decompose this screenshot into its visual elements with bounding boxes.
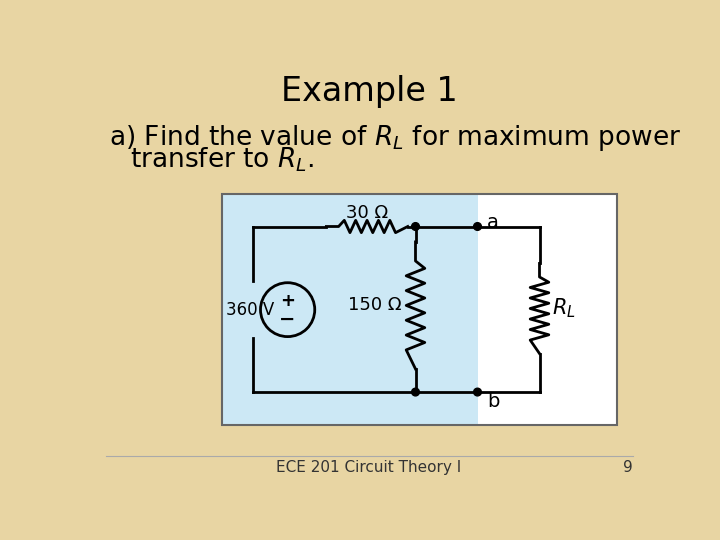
Text: 150 Ω: 150 Ω (348, 296, 402, 314)
Text: 9: 9 (623, 460, 632, 475)
Circle shape (474, 388, 482, 396)
Text: a: a (487, 213, 499, 232)
Text: transfer to $R_L$.: transfer to $R_L$. (130, 145, 315, 174)
Text: 360 V: 360 V (225, 301, 274, 319)
Text: ECE 201 Circuit Theory I: ECE 201 Circuit Theory I (276, 460, 462, 475)
Text: −: − (279, 309, 296, 328)
Circle shape (474, 222, 482, 231)
Bar (222, 194, 477, 425)
Text: a) Find the value of $R_L$ for maximum power: a) Find the value of $R_L$ for maximum p… (109, 123, 682, 153)
Bar (222, 194, 617, 425)
Circle shape (412, 222, 419, 231)
Text: Example 1: Example 1 (281, 75, 457, 108)
Circle shape (261, 283, 315, 336)
Text: $R_L$: $R_L$ (552, 296, 576, 320)
Circle shape (412, 388, 419, 396)
Text: 30 Ω: 30 Ω (346, 204, 388, 221)
Bar (477, 194, 617, 425)
Text: b: b (487, 392, 499, 411)
Text: +: + (280, 292, 295, 310)
